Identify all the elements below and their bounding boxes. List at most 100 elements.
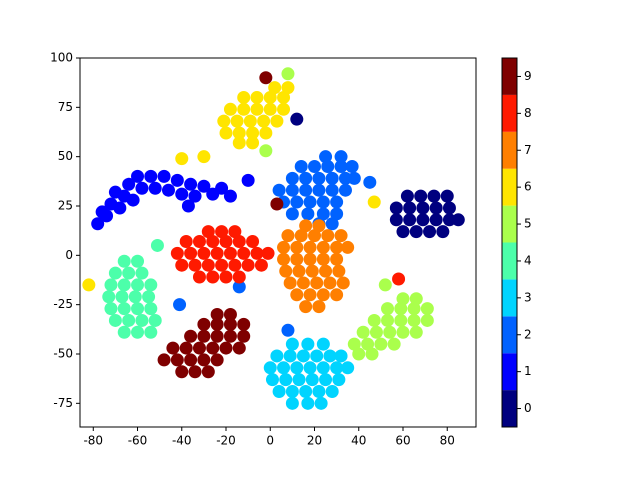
point [381, 313, 395, 327]
point [321, 229, 335, 243]
point [197, 329, 211, 343]
point [184, 177, 198, 191]
point [197, 246, 211, 260]
point [296, 276, 310, 290]
point [265, 373, 279, 387]
y-tick-label: 100 [50, 51, 73, 65]
point [263, 102, 277, 116]
point [299, 219, 313, 233]
point [150, 238, 164, 252]
point [325, 171, 339, 185]
y-tick-label: -25 [53, 297, 73, 311]
point [197, 353, 211, 367]
point [250, 102, 264, 116]
point [117, 325, 131, 339]
point [299, 171, 313, 185]
point [219, 126, 233, 140]
point [279, 264, 293, 278]
point [223, 308, 237, 322]
point [131, 325, 145, 339]
point [82, 278, 96, 292]
point [341, 361, 355, 375]
point [241, 173, 255, 187]
point [301, 337, 315, 351]
point [277, 102, 291, 116]
point [281, 81, 295, 95]
point [389, 201, 403, 215]
point [299, 384, 313, 398]
point [420, 302, 434, 316]
point [223, 317, 237, 331]
point [241, 258, 255, 272]
point [332, 373, 346, 387]
point [281, 67, 295, 81]
colorbar-frame [501, 57, 518, 428]
point [281, 323, 295, 337]
x-tick-label: 0 [266, 434, 274, 448]
point [223, 329, 237, 343]
point [268, 81, 282, 95]
point [210, 308, 224, 322]
point [409, 292, 423, 306]
point [102, 290, 116, 304]
point [166, 341, 180, 355]
point [95, 205, 109, 219]
plot-frame [79, 57, 477, 428]
point [310, 276, 324, 290]
point [316, 195, 330, 209]
point [316, 288, 330, 302]
point [312, 219, 326, 233]
y-tick-label: 75 [58, 100, 73, 114]
point [215, 225, 229, 239]
y-tick-label: 0 [65, 248, 73, 262]
point [192, 341, 206, 355]
point [215, 258, 229, 272]
colorbar-tick-label: 1 [524, 364, 532, 378]
point [148, 313, 162, 327]
point [188, 189, 202, 203]
y-tick-label: 50 [58, 149, 73, 163]
point [299, 300, 313, 314]
point [383, 325, 397, 339]
point [407, 302, 421, 316]
point [290, 288, 304, 302]
point [272, 384, 286, 398]
point [334, 150, 348, 164]
point [396, 325, 410, 339]
point [270, 349, 284, 363]
point [423, 225, 437, 239]
point [270, 197, 284, 211]
point [115, 290, 129, 304]
point [283, 349, 297, 363]
point [277, 252, 291, 266]
point [117, 254, 131, 268]
point [175, 258, 189, 272]
point [334, 349, 348, 363]
point [367, 195, 381, 209]
point [223, 102, 237, 116]
point [330, 207, 344, 221]
point [316, 240, 330, 254]
colorbar-tick-label: 7 [524, 143, 532, 157]
point [215, 181, 229, 195]
point [131, 169, 145, 183]
point [142, 290, 156, 304]
point [108, 313, 122, 327]
point [323, 276, 337, 290]
point [292, 264, 306, 278]
point [352, 347, 366, 361]
point [170, 246, 184, 260]
y-tick-label: -50 [53, 346, 73, 360]
point [436, 225, 450, 239]
point [409, 225, 423, 239]
point [285, 207, 299, 221]
point [232, 136, 246, 150]
point [201, 365, 215, 379]
point [237, 317, 251, 331]
point [246, 126, 260, 140]
point [285, 396, 299, 410]
point [135, 181, 149, 195]
point [113, 201, 127, 215]
point [345, 160, 359, 174]
point [285, 183, 299, 197]
